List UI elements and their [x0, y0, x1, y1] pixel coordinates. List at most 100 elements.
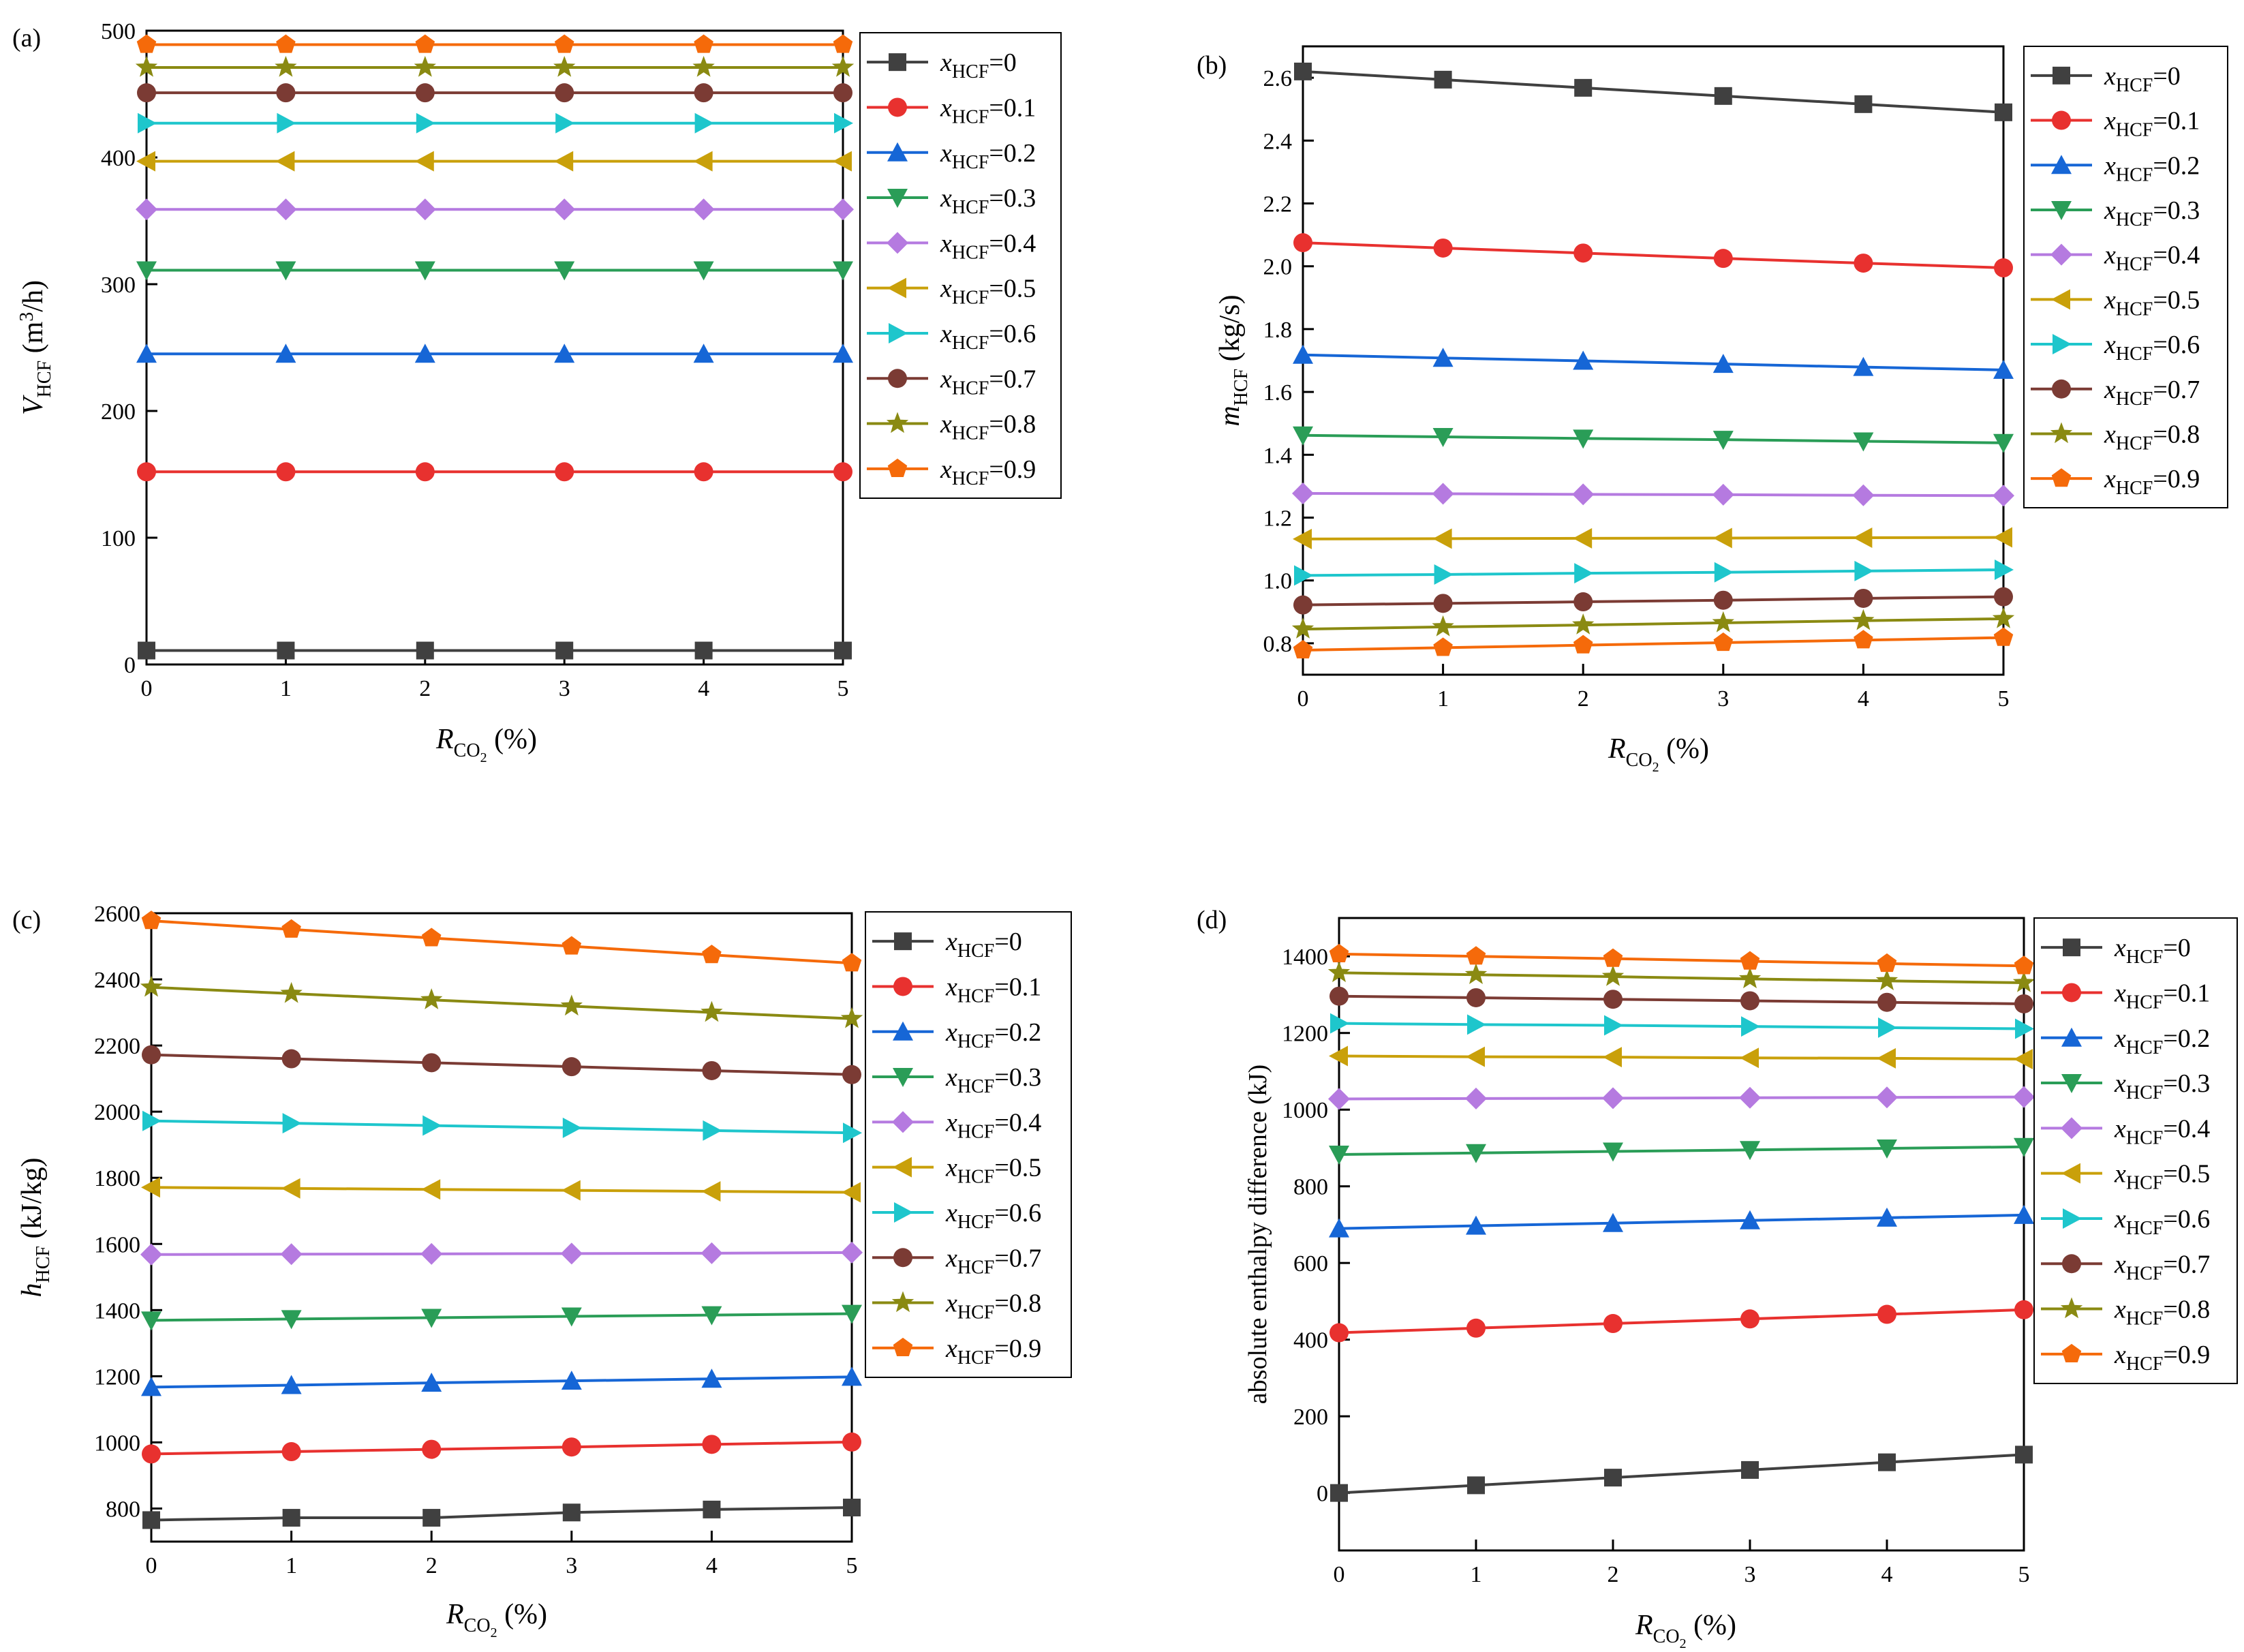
legend-marker — [893, 1068, 913, 1088]
legend-marker — [887, 277, 906, 299]
panel-label: (d) — [1197, 906, 1227, 934]
x-axis-label: RCO2 (%) — [435, 724, 537, 765]
data-point — [414, 343, 435, 363]
series-3 — [141, 1304, 862, 1331]
legend-label: xHCF=0.3 — [945, 1063, 1041, 1097]
legend-marker — [2061, 1027, 2082, 1047]
data-point — [142, 1045, 161, 1065]
data-point — [281, 1178, 301, 1199]
data-point — [142, 1110, 162, 1131]
legend-item: xHCF=0.4 — [867, 229, 1036, 263]
x-tick-label: 0 — [1334, 1562, 1345, 1587]
legend-marker — [2051, 155, 2072, 174]
data-point — [1993, 433, 2014, 453]
x-tick-label: 2 — [1608, 1562, 1619, 1587]
y-tick-label: 1.0 — [1263, 569, 1293, 594]
legend-item: xHCF=0.8 — [2031, 420, 2200, 454]
series-2 — [1329, 1204, 2034, 1238]
data-point — [1573, 634, 1593, 654]
data-point — [1433, 594, 1453, 613]
series-5 — [1329, 1045, 2033, 1069]
y-tick-label: 800 — [106, 1497, 140, 1522]
data-point — [701, 1242, 723, 1264]
legend-label: xHCF=0 — [940, 48, 1017, 82]
data-point — [694, 83, 713, 103]
data-point — [282, 1509, 301, 1527]
x-tick-label: 4 — [698, 676, 709, 701]
legend-label: xHCF=0.7 — [2114, 1250, 2210, 1284]
data-point — [1329, 1045, 1348, 1067]
data-point — [842, 953, 862, 972]
panel-a: 0 1 2 3 4 5 0 100 200 300 400 500 (a) RCO2 (%) VHCF (m… — [12, 19, 1062, 765]
series-line — [1302, 617, 2004, 631]
x-axis-label: RCO2 (%) — [1608, 733, 1709, 775]
legend-label: xHCF=0.6 — [2104, 331, 2200, 365]
series-0 — [138, 641, 852, 660]
series-line — [1338, 952, 2025, 968]
legend-marker — [2061, 1117, 2082, 1139]
data-point — [282, 1113, 302, 1134]
series-line — [1302, 353, 2004, 371]
data-point — [843, 1122, 862, 1144]
data-point — [560, 1242, 583, 1265]
series-9 — [136, 34, 853, 53]
legend-marker — [893, 977, 912, 996]
x-tick-label: 5 — [2018, 1562, 2030, 1587]
data-point — [1330, 1484, 1348, 1502]
x-tick-label: 4 — [1858, 686, 1869, 712]
data-point — [1875, 969, 1899, 990]
data-point — [1293, 233, 1312, 253]
data-point — [1601, 965, 1625, 986]
legend-label: xHCF=0.9 — [2114, 1341, 2210, 1375]
data-point — [1853, 527, 1873, 549]
data-point — [1464, 963, 1488, 984]
legend-label: xHCF=0.3 — [940, 184, 1036, 218]
data-point — [1432, 348, 1454, 367]
legend-item: xHCF=0.2 — [867, 139, 1036, 173]
legend-marker — [2051, 468, 2072, 487]
plot-frame — [1338, 917, 2025, 1552]
data-point — [554, 34, 574, 53]
legend-marker — [2060, 1297, 2083, 1319]
data-point — [833, 343, 853, 363]
data-point — [1853, 432, 1874, 452]
series-line — [1338, 1022, 2025, 1030]
legend-marker — [2061, 1074, 2082, 1094]
data-point — [1291, 617, 1315, 639]
legend-item: xHCF=0.9 — [2041, 1341, 2210, 1375]
data-point — [1573, 527, 1593, 549]
data-point — [1713, 590, 1733, 610]
legend-item: xHCF=0.3 — [2041, 1069, 2210, 1103]
data-point — [1433, 637, 1453, 656]
data-point — [555, 83, 574, 103]
y-axis-label: mHCF (kg/s) — [1214, 294, 1252, 426]
data-point — [562, 1503, 581, 1522]
data-point — [1712, 527, 1732, 549]
series-line — [1338, 1213, 2025, 1230]
legend-marker — [889, 53, 906, 72]
data-point — [1328, 1088, 1350, 1110]
series-9 — [141, 911, 862, 972]
legend-item: xHCF=0.1 — [2031, 107, 2200, 141]
data-point — [275, 198, 297, 221]
data-point — [561, 1371, 582, 1390]
data-point — [840, 1007, 863, 1028]
series-1 — [137, 462, 852, 482]
series-4 — [1292, 483, 2014, 507]
data-point — [2012, 971, 2035, 992]
data-point — [1852, 609, 1875, 630]
data-point — [142, 1511, 160, 1529]
data-point — [1877, 1207, 1897, 1227]
legend-label: xHCF=0.2 — [945, 1018, 1041, 1052]
legend-label: xHCF=0.1 — [945, 973, 1041, 1007]
panel-c: 0 1 2 3 4 5 800 1000 1200 1400 1600 1800 2000 2200 240… — [12, 902, 1072, 1640]
legend-label: xHCF=0 — [945, 928, 1022, 962]
legend-marker — [894, 1202, 913, 1223]
y-tick-label: 1.2 — [1263, 506, 1293, 532]
x-axis-label: RCO2 (%) — [1635, 1610, 1736, 1651]
x-tick-label: 3 — [1717, 686, 1729, 712]
data-point — [701, 1306, 722, 1326]
data-point — [136, 34, 157, 53]
series-line — [1338, 1453, 2025, 1495]
